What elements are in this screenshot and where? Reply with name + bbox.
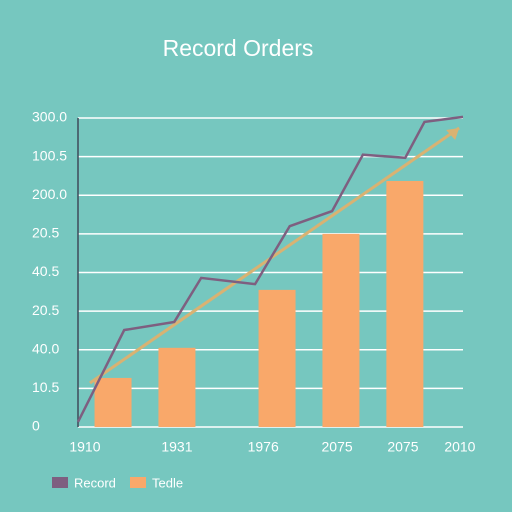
trend-line	[89, 126, 461, 385]
legend-swatch	[130, 477, 146, 488]
y-tick-label: 20.5	[32, 302, 59, 318]
trend-arrow	[446, 128, 460, 141]
bar	[158, 347, 196, 427]
bar	[322, 233, 360, 427]
legend-label: Record	[74, 475, 116, 490]
x-tick-label: 1910	[69, 439, 100, 455]
y-tick-label: 300.0	[32, 109, 67, 125]
y-tick-label: 200.0	[32, 186, 67, 202]
legend-swatch	[52, 477, 68, 488]
y-tick-label: 40.5	[32, 263, 59, 279]
x-tick-label: 1976	[248, 439, 279, 455]
y-tick-label: 20.5	[32, 225, 59, 241]
legend-label: Tedle	[152, 475, 183, 490]
bar	[386, 180, 424, 427]
y-tick-label: 40.0	[32, 340, 59, 356]
y-tick-label: 10.5	[32, 379, 59, 395]
chart-title: Record Orders	[163, 35, 314, 61]
x-tick-label: 2010	[444, 439, 475, 455]
x-tick-label: 2075	[387, 439, 418, 455]
x-tick-label: 1931	[161, 439, 192, 455]
bar	[94, 377, 132, 427]
x-tick-label: 2075	[322, 439, 353, 455]
bar	[258, 289, 296, 427]
line	[76, 115, 464, 423]
y-tick-label: 100.5	[32, 147, 67, 163]
y-tick-label: 0	[32, 418, 40, 434]
